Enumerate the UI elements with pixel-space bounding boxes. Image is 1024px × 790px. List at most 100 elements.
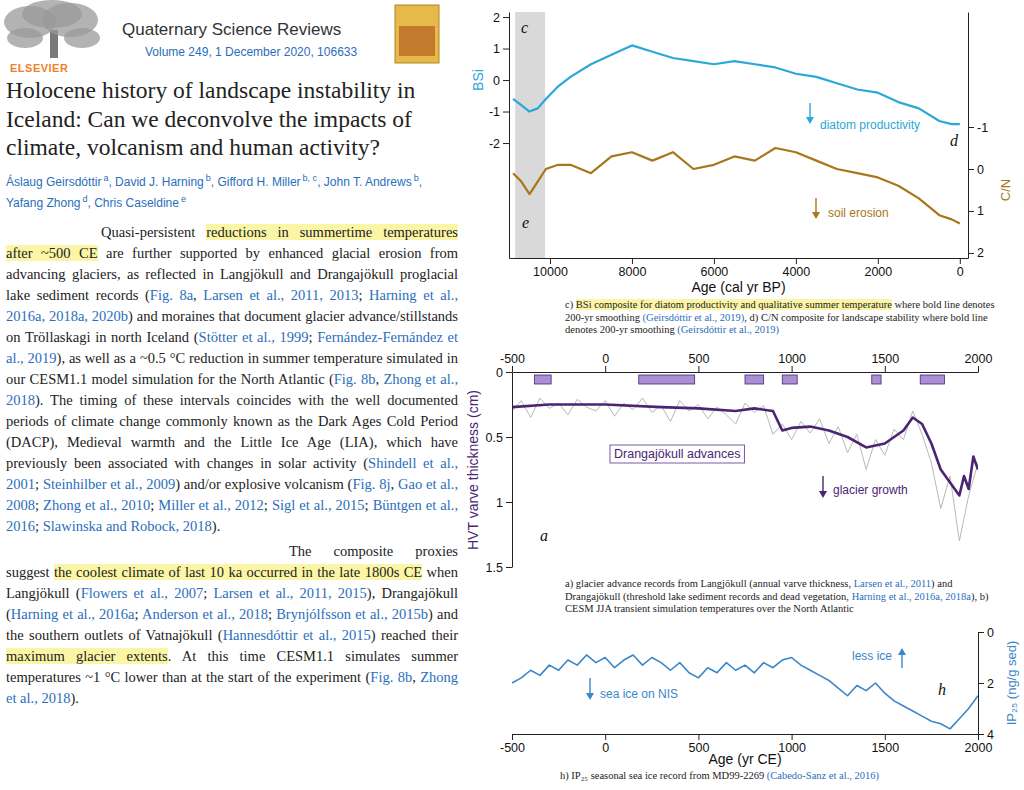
axis-line (513, 372, 979, 373)
tick-label: 1.5 (486, 561, 503, 575)
tick-mark (878, 258, 879, 264)
tick-mark (968, 253, 974, 254)
annotation: glacier growth (819, 476, 908, 498)
tick: 1.5 (486, 561, 512, 575)
citation-link[interactable]: Fig. 8j (352, 476, 390, 492)
tick: 6000 (701, 258, 729, 279)
tick: 2000 (864, 258, 892, 279)
x-axis-title: Age (cal yr BP) (691, 279, 785, 295)
tick-label: 1000 (778, 741, 806, 755)
author-separator: , (211, 175, 218, 189)
tick-mark (714, 258, 715, 264)
citation-link[interactable]: Fig. 8b (370, 669, 412, 685)
citation-link[interactable]: Slawinska and Robock, 2018 (43, 518, 212, 534)
tick-mark (506, 567, 512, 568)
axis-line (512, 373, 513, 568)
citation-link[interactable]: Harning et al., 2016a, 2018a (852, 591, 971, 602)
tick: 1000 (778, 352, 806, 372)
text-run: Quasi-persistent (101, 224, 206, 240)
tick-mark (506, 437, 512, 438)
author-name[interactable]: David J. Harning (115, 175, 204, 189)
citation-link[interactable]: Fig. 8a (150, 287, 193, 303)
citation-link[interactable]: (Geirsdóttir et al., 2019) (643, 312, 745, 323)
citation-link[interactable]: Brynjólfsson et al., 2015b (276, 606, 428, 622)
journal-issue[interactable]: Volume 249, 1 December 2020, 106633 (145, 45, 357, 59)
arrow-head (586, 693, 594, 700)
citation-link[interactable]: Flowers et al., 2007 (81, 585, 203, 601)
citation-link[interactable]: Steinhilber et al., 2009 (43, 476, 175, 492)
citation-link[interactable]: Miller et al., 2012 (158, 497, 264, 513)
author-name[interactable]: Áslaug Geirsdóttir (6, 175, 101, 189)
tick-label: 1000 (778, 352, 806, 366)
tick-mark (792, 366, 793, 372)
text-run: ; (358, 287, 369, 303)
panel-letter: e (522, 214, 529, 231)
article-body: Quasi-persistent reductions in summertim… (6, 222, 458, 710)
citation-link[interactable]: Larsen et al., 2011, 2013 (203, 287, 358, 303)
text-run: ; (135, 606, 142, 622)
tick: 2 (978, 677, 994, 691)
tick: 1000 (778, 734, 806, 755)
figure-caption: a) glacier advance records from Langjöku… (565, 578, 1005, 616)
y2-axis: -1012 (968, 13, 988, 261)
tick: 0 (978, 626, 994, 640)
tick: 0 (493, 74, 509, 88)
series-line (513, 148, 960, 224)
text-run: ) reached their (371, 627, 458, 643)
tick-mark (978, 683, 984, 684)
citation-link[interactable]: Larsen et al., 2011 (854, 578, 931, 589)
highlighted-text: the coolest climate of last 10 ka occurr… (54, 564, 422, 580)
tick-mark (698, 734, 699, 740)
tick-label: 10000 (533, 265, 568, 279)
tick-label: -1 (977, 121, 988, 135)
text-run: ; (264, 497, 272, 513)
tick-mark (968, 211, 974, 212)
citation-link[interactable]: (Geirsdóttir et al., 2019) (677, 324, 779, 335)
author-affiliation: b (206, 173, 211, 183)
tick-label: 0 (602, 352, 609, 366)
panel-letter: c (521, 19, 528, 36)
citation-link[interactable]: Fig. 8b (334, 371, 376, 387)
tick-mark (503, 112, 509, 113)
tick-mark (968, 169, 974, 170)
article-column: Holocene history of landscape instabilit… (6, 76, 458, 709)
series-line (512, 405, 978, 496)
citation-link[interactable]: Larsen et al., 2011, 2015 (213, 585, 366, 601)
tick-label: 0 (957, 265, 964, 279)
tick-mark (796, 258, 797, 264)
chart-panel: Drangajökull advances-500050010001500200… (465, 352, 992, 575)
axis-line (510, 258, 969, 259)
author-affiliation: e (181, 194, 186, 204)
citation-link[interactable]: Stötter et al., 1999 (199, 329, 309, 345)
author-name[interactable]: Yafang Zhong (6, 196, 81, 210)
citation-link[interactable]: (Cabedo-Sanz et al., 2016) (767, 770, 879, 781)
text-run: , (376, 371, 384, 387)
x-axis: 1000080006000400020000 (510, 258, 969, 279)
author-separator: , (317, 175, 324, 189)
author-name[interactable]: John T. Andrews (324, 175, 412, 189)
glacier-advance (782, 375, 797, 384)
publisher-name: ELSEVIER (10, 62, 68, 74)
tick-label: 2 (977, 246, 984, 260)
tick-mark (885, 734, 886, 740)
author-name[interactable]: Gifford H. Miller (217, 175, 300, 189)
panel-letter: d (950, 132, 959, 149)
tick-label: 500 (688, 352, 709, 366)
advances-label-text: Drangajökull advances (614, 447, 740, 461)
cover-image (395, 5, 439, 63)
logo-canopy (7, 28, 43, 48)
citation-link[interactable]: Sigl et al., 2015 (272, 497, 365, 513)
citation-link[interactable]: Harning et al., 2016a (11, 606, 135, 622)
tick-mark (605, 734, 606, 740)
tick: 0.5 (486, 431, 512, 445)
citation-link[interactable]: Zhong et al., 2010 (43, 497, 150, 513)
author-name[interactable]: Chris Caseldine (94, 196, 179, 210)
citation-link[interactable]: Hannesdóttir et al., 2015 (223, 627, 371, 643)
tick-mark (503, 49, 509, 50)
series-line (512, 398, 978, 541)
glacier-advance (534, 375, 551, 384)
tick: 500 (688, 734, 709, 755)
tick-label: -2 (489, 137, 500, 151)
tick-label: 1500 (871, 741, 899, 755)
citation-link[interactable]: Anderson et al., 2018 (142, 606, 268, 622)
